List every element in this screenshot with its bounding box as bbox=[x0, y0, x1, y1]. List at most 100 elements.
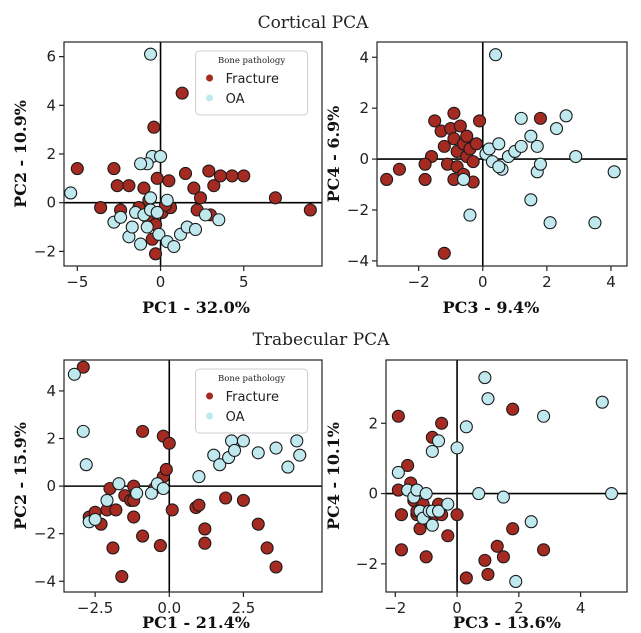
x-tick-label: 5 bbox=[239, 273, 249, 291]
y-tick-label: 0 bbox=[46, 477, 56, 495]
y-tick-label: −2 bbox=[356, 555, 378, 573]
point-fracture bbox=[225, 169, 239, 183]
point-oa bbox=[524, 515, 538, 529]
scatter-panel-1: −5 0 5 −2 0 2 4 6 PC1 - 32.0% PC2 - 10.9% Bone pat… bbox=[11, 41, 323, 317]
legend-label-fracture: Fracture bbox=[226, 72, 279, 87]
point-oa bbox=[269, 441, 283, 455]
point-fracture bbox=[394, 543, 408, 557]
point-oa bbox=[530, 139, 544, 153]
y-tick-label: 0 bbox=[368, 485, 378, 503]
point-fracture bbox=[193, 191, 208, 205]
point-fracture bbox=[207, 179, 221, 193]
x-tick-label: −2 bbox=[384, 599, 406, 617]
point-fracture bbox=[437, 139, 451, 153]
point-fracture bbox=[109, 503, 123, 517]
point-oa bbox=[152, 227, 166, 241]
point-oa bbox=[88, 512, 102, 526]
point-fracture bbox=[159, 462, 173, 477]
point-oa bbox=[456, 172, 471, 187]
point-oa bbox=[251, 446, 265, 460]
point-fracture bbox=[447, 106, 461, 120]
point-oa bbox=[472, 487, 486, 501]
point-oa bbox=[130, 486, 144, 500]
point-fracture bbox=[428, 114, 442, 128]
y-axis-label: PC2 - 10.9% bbox=[11, 100, 30, 208]
scatter-panel-3: −2.5 0.0 2.5 −4 −2 0 2 4 PC1 - 21.4% PC2 - 15.9% B… bbox=[11, 359, 323, 632]
point-fracture bbox=[110, 179, 124, 193]
point-fracture bbox=[198, 536, 212, 550]
point-fracture bbox=[453, 119, 467, 133]
point-oa bbox=[212, 213, 226, 227]
pca-panels: −5 0 5 −2 0 2 4 6 PC1 - 32.0% PC2 - 10.9% Bone pat… bbox=[11, 41, 628, 632]
point-oa bbox=[134, 237, 148, 251]
point-oa bbox=[524, 129, 538, 143]
point-fracture bbox=[198, 522, 212, 536]
point-fracture bbox=[76, 360, 90, 374]
x-tick-label: 2.5 bbox=[231, 599, 255, 617]
y-tick-label: 0 bbox=[46, 194, 56, 212]
point-fracture bbox=[380, 172, 394, 187]
point-fracture bbox=[450, 508, 464, 522]
legend-label-oa: OA bbox=[226, 92, 245, 107]
y-tick-label: −2 bbox=[347, 201, 369, 219]
point-fracture bbox=[401, 458, 415, 473]
legend: Bone pathology Fracture OA bbox=[195, 50, 309, 116]
point-oa bbox=[496, 490, 510, 504]
point-fracture bbox=[136, 529, 150, 543]
legend-label-oa: OA bbox=[226, 410, 245, 425]
point-fracture bbox=[394, 508, 408, 522]
axes-frame bbox=[385, 359, 628, 593]
point-oa bbox=[607, 165, 621, 179]
x-tick-label: 0 bbox=[156, 273, 166, 291]
point-oa bbox=[144, 191, 158, 205]
point-oa bbox=[156, 481, 170, 496]
y-tick-label: 4 bbox=[46, 96, 56, 114]
point-fracture bbox=[236, 493, 250, 507]
point-fracture bbox=[136, 424, 150, 438]
point-fracture bbox=[127, 510, 141, 524]
point-oa bbox=[492, 160, 506, 174]
point-oa bbox=[140, 220, 154, 234]
point-fracture bbox=[460, 129, 474, 143]
point-fracture bbox=[192, 498, 206, 512]
point-oa bbox=[125, 220, 139, 234]
point-oa bbox=[391, 465, 405, 480]
point-fracture bbox=[481, 567, 495, 581]
x-tick-label: 2 bbox=[542, 273, 552, 291]
y-tick-label: −4 bbox=[347, 252, 369, 270]
y-tick-label: −2 bbox=[34, 525, 56, 543]
point-fracture bbox=[153, 539, 167, 553]
point-oa bbox=[605, 487, 619, 501]
point-fracture bbox=[419, 550, 433, 564]
point-oa bbox=[549, 121, 564, 136]
point-oa bbox=[492, 137, 506, 151]
x-tick-label: 2 bbox=[514, 599, 524, 617]
point-oa bbox=[588, 216, 602, 230]
y-tick-label: −4 bbox=[34, 572, 56, 590]
trabecular-title: Trabecular PCA bbox=[253, 330, 391, 350]
legend-title: Bone pathology bbox=[218, 56, 285, 66]
point-fracture bbox=[148, 247, 163, 261]
point-fracture bbox=[237, 169, 251, 183]
point-oa bbox=[524, 193, 538, 207]
point-oa bbox=[134, 157, 148, 171]
point-fracture bbox=[506, 522, 520, 536]
points-group bbox=[380, 48, 621, 260]
point-oa bbox=[112, 477, 126, 491]
points-group bbox=[64, 47, 317, 261]
point-fracture bbox=[466, 155, 480, 169]
legend-box bbox=[195, 368, 309, 434]
point-oa bbox=[514, 111, 528, 125]
x-axis-label: PC3 - 9.4% bbox=[443, 298, 540, 317]
point-oa bbox=[463, 208, 477, 222]
point-fracture bbox=[251, 517, 265, 531]
point-oa bbox=[569, 149, 583, 164]
point-oa bbox=[198, 208, 213, 222]
point-fracture bbox=[165, 503, 179, 517]
point-fracture bbox=[441, 529, 455, 543]
point-oa bbox=[144, 47, 158, 61]
point-fracture bbox=[219, 491, 233, 505]
point-oa bbox=[153, 149, 168, 163]
point-fracture bbox=[478, 553, 492, 567]
